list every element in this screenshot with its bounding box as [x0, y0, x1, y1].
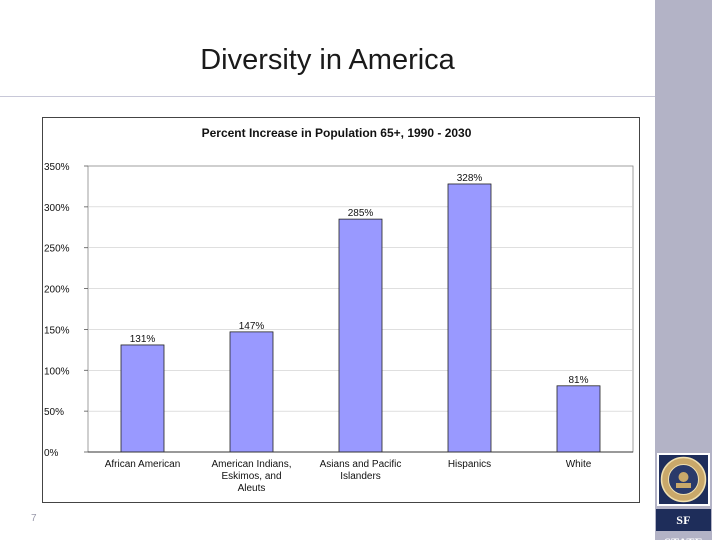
x-tick-label: Aleuts — [238, 483, 266, 494]
bar — [120, 344, 165, 453]
y-tick-label: 250% — [44, 244, 70, 255]
bar — [556, 385, 601, 453]
y-tick-label: 50% — [44, 407, 64, 418]
bar — [229, 331, 274, 453]
data-label: 147% — [239, 321, 265, 332]
university-seal-icon — [657, 453, 710, 506]
side-band — [655, 0, 712, 540]
y-tick-label: 0% — [44, 448, 59, 459]
slide-number: 7 — [31, 513, 37, 524]
slide-title: Diversity in America — [200, 44, 455, 76]
x-tick-label: Eskimos, and — [221, 471, 281, 482]
y-tick-label: 300% — [44, 203, 70, 214]
chart-title: Percent Increase in Population 65+, 1990… — [202, 126, 472, 140]
y-tick-label: 200% — [44, 285, 70, 296]
x-tick-label: American Indians, — [211, 459, 291, 470]
x-tick-label: Islanders — [340, 471, 381, 482]
sf-state-logo: SF STATE — [656, 509, 711, 549]
bar-chart: Percent Increase in Population 65+, 1990… — [44, 126, 634, 494]
x-tick-label: Asians and Pacific — [320, 459, 402, 470]
data-label: 131% — [130, 334, 156, 345]
title-divider — [0, 96, 655, 97]
x-tick-label: African American — [105, 459, 181, 470]
y-tick-label: 150% — [44, 325, 70, 336]
y-tick-label: 100% — [44, 366, 70, 377]
x-tick-label: White — [566, 459, 592, 470]
bar — [447, 183, 492, 453]
y-tick-label: 350% — [44, 162, 70, 173]
data-label: 81% — [568, 375, 588, 386]
data-label: 285% — [348, 208, 374, 219]
data-label: 328% — [457, 173, 483, 184]
x-tick-label: Hispanics — [448, 459, 491, 470]
bar — [338, 218, 383, 453]
